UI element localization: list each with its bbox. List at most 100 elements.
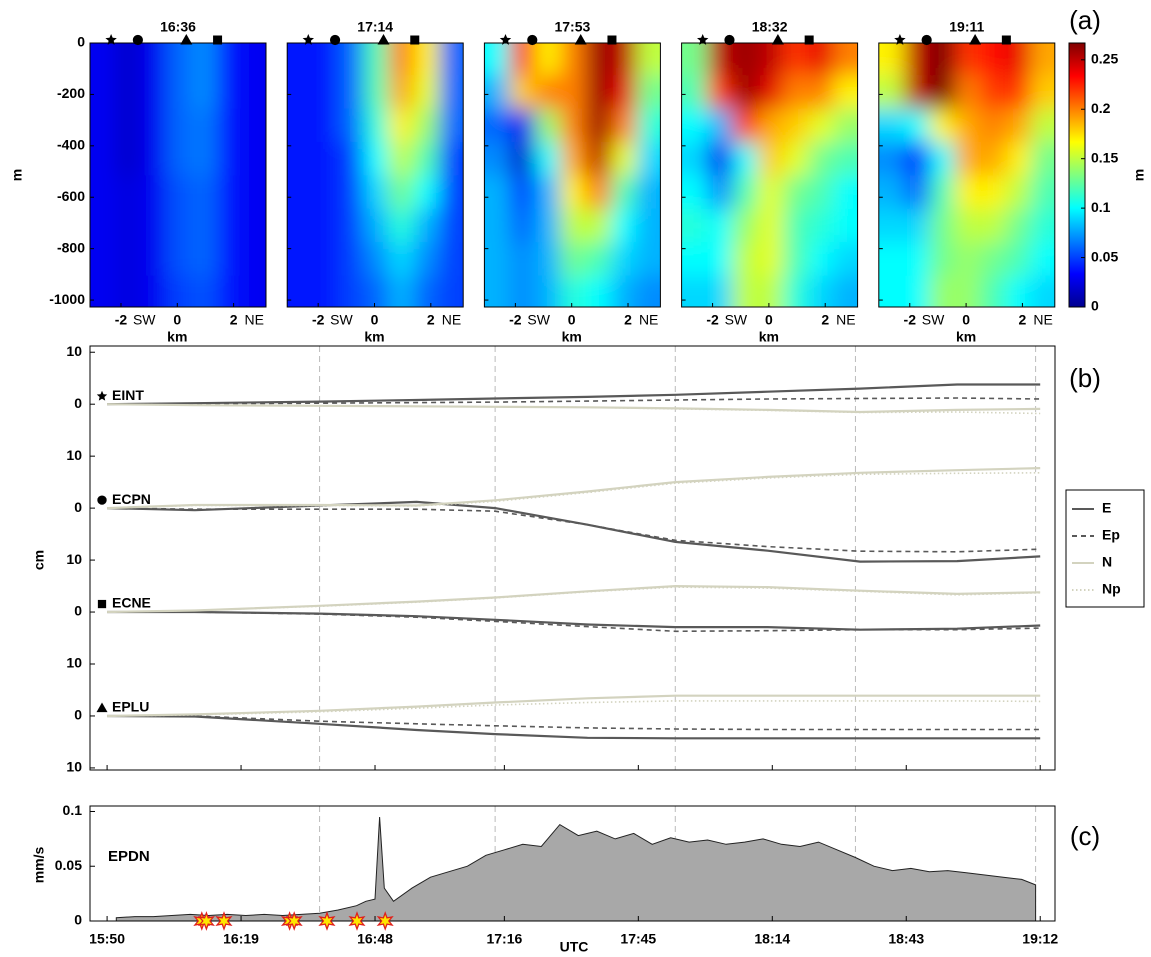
heatmap-cell <box>363 141 390 177</box>
heatmap-cell <box>1005 108 1032 143</box>
heatmap-cell <box>1030 208 1055 244</box>
heatmap-cell <box>388 175 415 210</box>
heatmap-cell <box>585 208 613 244</box>
heatmap-cell <box>929 43 956 77</box>
heatmap-cell <box>509 141 537 177</box>
heatmap-cell <box>90 108 117 143</box>
colorbar-tick-label: 0.25 <box>1091 51 1118 67</box>
heatmap-cell <box>413 175 441 210</box>
heatmap-cell <box>216 141 244 177</box>
marker <box>771 34 784 45</box>
marker <box>921 34 932 46</box>
x-tick-label: 0 <box>173 312 181 328</box>
heatmap-cell <box>484 75 511 110</box>
marker <box>329 34 341 46</box>
colorbar-label: m <box>1131 169 1147 181</box>
heatmap-cell <box>216 108 244 143</box>
heatmap-cell <box>757 275 784 307</box>
group-label: EPLU <box>112 699 149 715</box>
heatmap-cell <box>732 208 759 244</box>
heatmap-cell <box>782 43 810 77</box>
heatmap-cells <box>90 43 266 307</box>
group-label: ECNE <box>112 595 151 611</box>
event-marker <box>348 911 366 931</box>
heatmap-cell <box>242 242 266 277</box>
y-tick-label: -800 <box>57 239 85 255</box>
heatmap-cell <box>1005 175 1032 210</box>
x-end-label: NE <box>245 312 264 328</box>
heatmap-cell <box>833 275 858 307</box>
heatmap-cell <box>636 242 661 277</box>
series-line <box>107 507 1041 553</box>
panel-frame <box>89 345 1056 771</box>
heatmap-cell <box>90 141 117 177</box>
heatmap-cell <box>585 108 613 143</box>
heatmap-cell <box>140 175 168 210</box>
panel-title: 19:11 <box>949 19 984 35</box>
heatmap-cell <box>191 108 218 143</box>
colorbar-tick-label: 0.2 <box>1091 100 1111 116</box>
marker <box>527 34 538 46</box>
heatmap-cell <box>611 275 638 307</box>
heatmap-cell <box>904 208 931 244</box>
panel-label: (a) <box>1069 5 1101 35</box>
heatmap-cell <box>337 275 365 307</box>
heatmap-cell <box>337 108 365 143</box>
heatmap-cell <box>509 208 537 244</box>
heatmap-cell <box>757 175 784 210</box>
heatmap-cell <box>980 208 1007 244</box>
heatmap-cell <box>560 242 587 277</box>
heatmap-cell <box>833 242 858 277</box>
heatmap-cell <box>90 208 117 244</box>
heatmap-cell <box>287 175 314 210</box>
heatmap-cells <box>484 43 661 307</box>
heatmap-cell <box>1030 175 1055 210</box>
heatmap-cell <box>388 208 415 244</box>
heatmap-cell <box>413 43 441 77</box>
x-end-label: NE <box>639 312 658 328</box>
heatmap-cell <box>929 75 956 110</box>
heatmap-cell <box>636 175 661 210</box>
heatmap-cell <box>904 175 931 210</box>
y-tick-label: -600 <box>57 188 85 204</box>
x-axis-label: km <box>759 329 779 345</box>
x-tick-label: 16:48 <box>357 931 393 947</box>
x-tick-label: 19:12 <box>1022 931 1058 947</box>
marker <box>1001 35 1011 45</box>
heatmap-cell <box>337 75 365 110</box>
heatmap-cell <box>636 43 661 77</box>
heatmap-cell <box>287 108 314 143</box>
heatmap-cell <box>1030 275 1055 307</box>
heatmap-cell <box>681 75 708 110</box>
heatmap-cell <box>484 141 511 177</box>
heatmap-cell <box>904 108 931 143</box>
series-line <box>107 700 1041 717</box>
heatmap-cell <box>413 75 441 110</box>
heatmap-cell <box>782 175 810 210</box>
y-tick-label: 0.1 <box>63 802 83 818</box>
heatmap-cell <box>509 242 537 277</box>
heatmap-cell <box>929 208 956 244</box>
series-line <box>107 467 1041 510</box>
heatmap-cell <box>706 275 734 307</box>
group-label: EINT <box>112 387 144 403</box>
event-marker <box>193 911 211 931</box>
heatmap-cell <box>242 208 266 244</box>
heatmap-cell <box>216 43 244 77</box>
heatmap-cell <box>954 242 982 277</box>
heatmap-cell <box>878 242 906 277</box>
heatmap-cell <box>535 208 562 244</box>
x-axis-label: UTC <box>560 939 589 955</box>
heatmap-cell <box>560 275 587 307</box>
panel-label: (c) <box>1070 821 1100 851</box>
heatmap-cell <box>439 242 464 277</box>
heatmap-cell <box>954 175 982 210</box>
heatmap-cell <box>312 275 339 307</box>
area <box>115 816 1037 922</box>
heatmap-cell <box>757 75 784 110</box>
x-tick-label: 15:50 <box>89 931 125 947</box>
x-tick-label: -2 <box>115 312 128 328</box>
heatmap-cell <box>904 43 931 77</box>
series-line <box>107 403 1041 415</box>
heatmap-cell <box>439 175 464 210</box>
